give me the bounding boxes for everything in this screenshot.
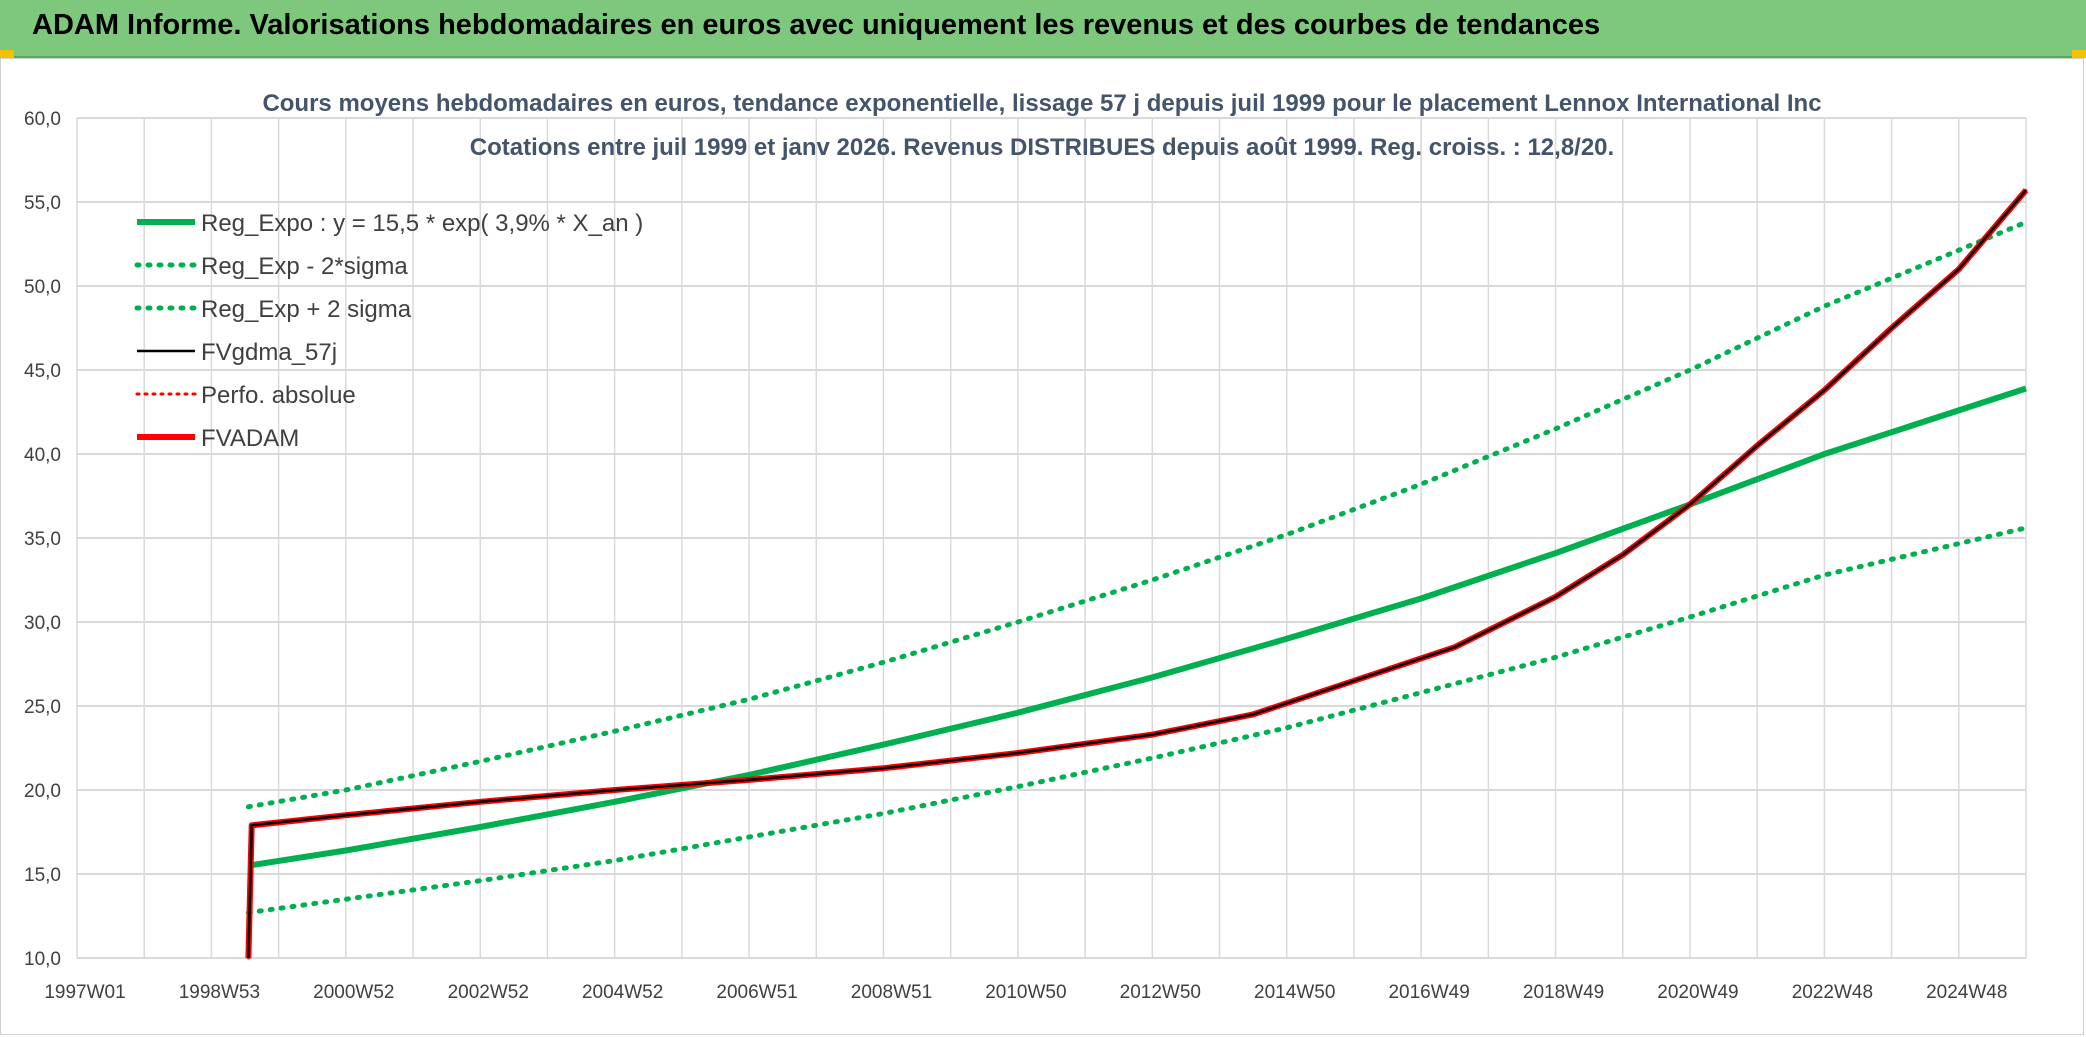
x-tick-label: 2008W51 [851, 982, 932, 1003]
chart-title: Cours moyens hebdomadaires en euros, ten… [262, 90, 1821, 117]
x-tick-label: 2000W52 [313, 982, 394, 1003]
corner-mark-left [0, 50, 14, 58]
chart-grid [76, 117, 2027, 959]
report-title: ADAM Informe. Valorisations hebdomadaire… [32, 9, 1601, 41]
legend-label: Reg_Exp + 2 sigma [201, 296, 412, 323]
series-line [245, 525, 2029, 916]
x-tick-label: 2002W52 [448, 982, 529, 1003]
series-line [247, 189, 2027, 959]
y-tick-label: 15,0 [24, 865, 61, 886]
legend-label: Reg_Expo : y = 15,5 * exp( 3,9% * X_an ) [201, 210, 643, 237]
corner-mark-right [2072, 50, 2086, 58]
y-tick-label: 30,0 [24, 613, 61, 634]
series-line [247, 385, 2027, 869]
x-tick-label: 2022W48 [1792, 982, 1873, 1003]
x-tick-label: 2020W49 [1657, 982, 1738, 1003]
chart-subtitle: Cotations entre juil 1999 et janv 2026. … [470, 134, 1614, 161]
y-tick-label: 25,0 [24, 697, 61, 718]
legend-label: FVADAM [201, 425, 299, 452]
x-tick-label: 2014W50 [1254, 982, 1335, 1003]
x-tick-label: 2004W52 [582, 982, 663, 1003]
report-header: ADAM Informe. Valorisations hebdomadaire… [0, 0, 2086, 58]
chart-frame [0, 58, 2084, 1035]
y-tick-label: 55,0 [24, 193, 61, 214]
x-tick-label: 2010W50 [985, 982, 1066, 1003]
x-tick-label: 2016W49 [1388, 982, 1469, 1003]
y-tick-label: 35,0 [24, 529, 61, 550]
series-line [246, 188, 2028, 960]
y-tick-label: 50,0 [24, 277, 61, 298]
y-axis-ticks: 10,0 15,0 20,0 25,0 30,0 35,0 40,0 45,0 50,0 55,0… [24, 109, 61, 970]
series-layer [245, 188, 2029, 960]
y-tick-label: 40,0 [24, 445, 61, 466]
x-tick-label: 1998W53 [179, 982, 260, 1003]
y-tick-label: 60,0 [24, 109, 61, 130]
x-tick-label: 2024W48 [1926, 982, 2007, 1003]
x-tick-label: 2006W51 [716, 982, 797, 1003]
chart-legend: Reg_Expo : y = 15,5 * exp( 3,9% * X_an )… [134, 210, 643, 452]
legend-label: FVgdma_57j [201, 339, 337, 366]
x-tick-label: 1997W01 [44, 982, 125, 1003]
y-tick-label: 20,0 [24, 781, 61, 802]
series-line [245, 188, 2029, 959]
legend-label: Perfo. absolue [201, 382, 356, 409]
y-tick-label: 45,0 [24, 361, 61, 382]
x-tick-label: 2012W50 [1120, 982, 1201, 1003]
legend-label: Reg_Exp - 2*sigma [201, 253, 408, 280]
x-axis-ticks: 1997W01 1998W53 2000W52 2002W52 2004W52 2006W… [44, 982, 2007, 1003]
series-line [245, 219, 2029, 810]
y-tick-label: 10,0 [24, 949, 61, 970]
x-tick-label: 2018W49 [1523, 982, 1604, 1003]
